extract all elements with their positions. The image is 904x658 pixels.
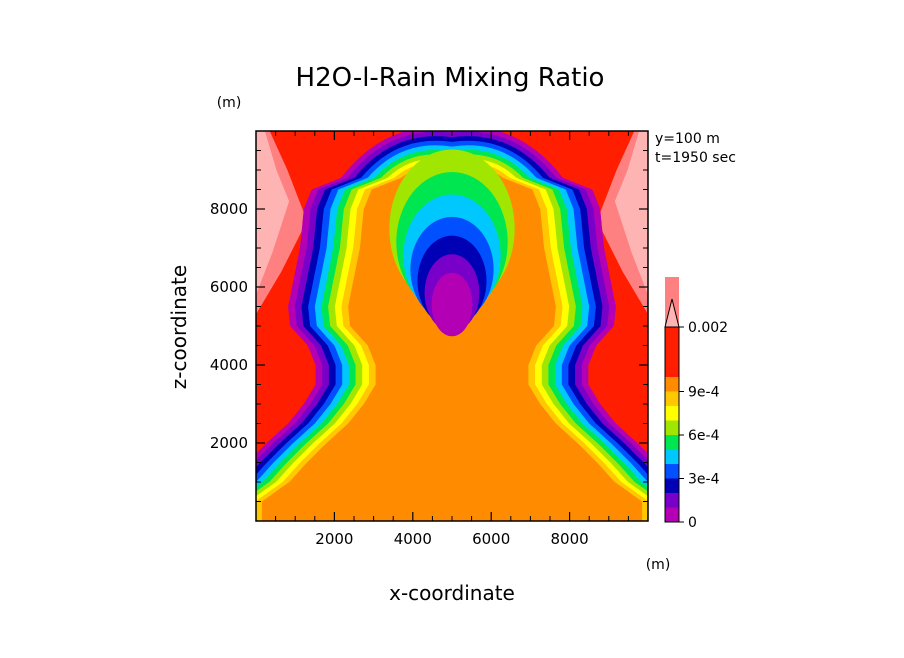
annotation-t: t=1950 sec <box>655 150 736 166</box>
colorbar-segment <box>665 327 679 377</box>
colorbar-label: 6e-4 <box>688 428 720 444</box>
contour-field <box>256 131 648 521</box>
y-axis-ticks: 2000 4000 6000 8000 <box>210 150 648 502</box>
colorbar-label: 0 <box>688 515 697 531</box>
colorbar-label: 0.002 <box>688 320 728 336</box>
colorbar-segment <box>665 420 679 435</box>
y-tick-label: 2000 <box>210 434 248 452</box>
x-tick-label: 4000 <box>394 530 432 548</box>
colorbar-segment <box>665 406 679 421</box>
colorbar-segment <box>665 391 679 406</box>
colorbar-segment <box>665 449 679 464</box>
colorbar-segment <box>665 478 679 493</box>
colorbar-segment <box>665 377 679 392</box>
colorbar: 0 3e-4 6e-4 9e-4 0.002 <box>664 277 728 531</box>
notch-band <box>431 272 473 337</box>
colorbar-segment <box>665 493 679 508</box>
colorbar-frame <box>664 326 680 523</box>
contour-band-0.0009 <box>261 167 643 521</box>
contour-band-0.003 <box>614 131 648 295</box>
y-tick-label: 4000 <box>210 356 248 374</box>
colorbar-label: 9e-4 <box>688 385 720 401</box>
x-tick-label: 8000 <box>551 530 589 548</box>
y-axis-label: z-coordinate <box>167 265 191 389</box>
annotation-y: y=100 m <box>655 131 720 147</box>
chart-title: H2O-l-Rain Mixing Ratio <box>296 63 605 93</box>
colorbar-segment <box>665 507 679 522</box>
y-tick-label: 8000 <box>210 200 248 218</box>
x-tick-label: 2000 <box>315 530 353 548</box>
x-axis-ticks: 2000 4000 6000 8000 <box>275 131 629 548</box>
contour-band-0.003 <box>256 131 290 295</box>
x-tick-label: 6000 <box>472 530 510 548</box>
colorbar-label: 3e-4 <box>688 472 720 488</box>
y-tick-label: 6000 <box>210 278 248 296</box>
x-unit-label: (m) <box>646 557 671 573</box>
x-axis-label: x-coordinate <box>389 581 515 605</box>
y-unit-label: (m) <box>217 95 242 111</box>
colorbar-segment <box>665 464 679 479</box>
colorbar-segment <box>665 435 679 450</box>
